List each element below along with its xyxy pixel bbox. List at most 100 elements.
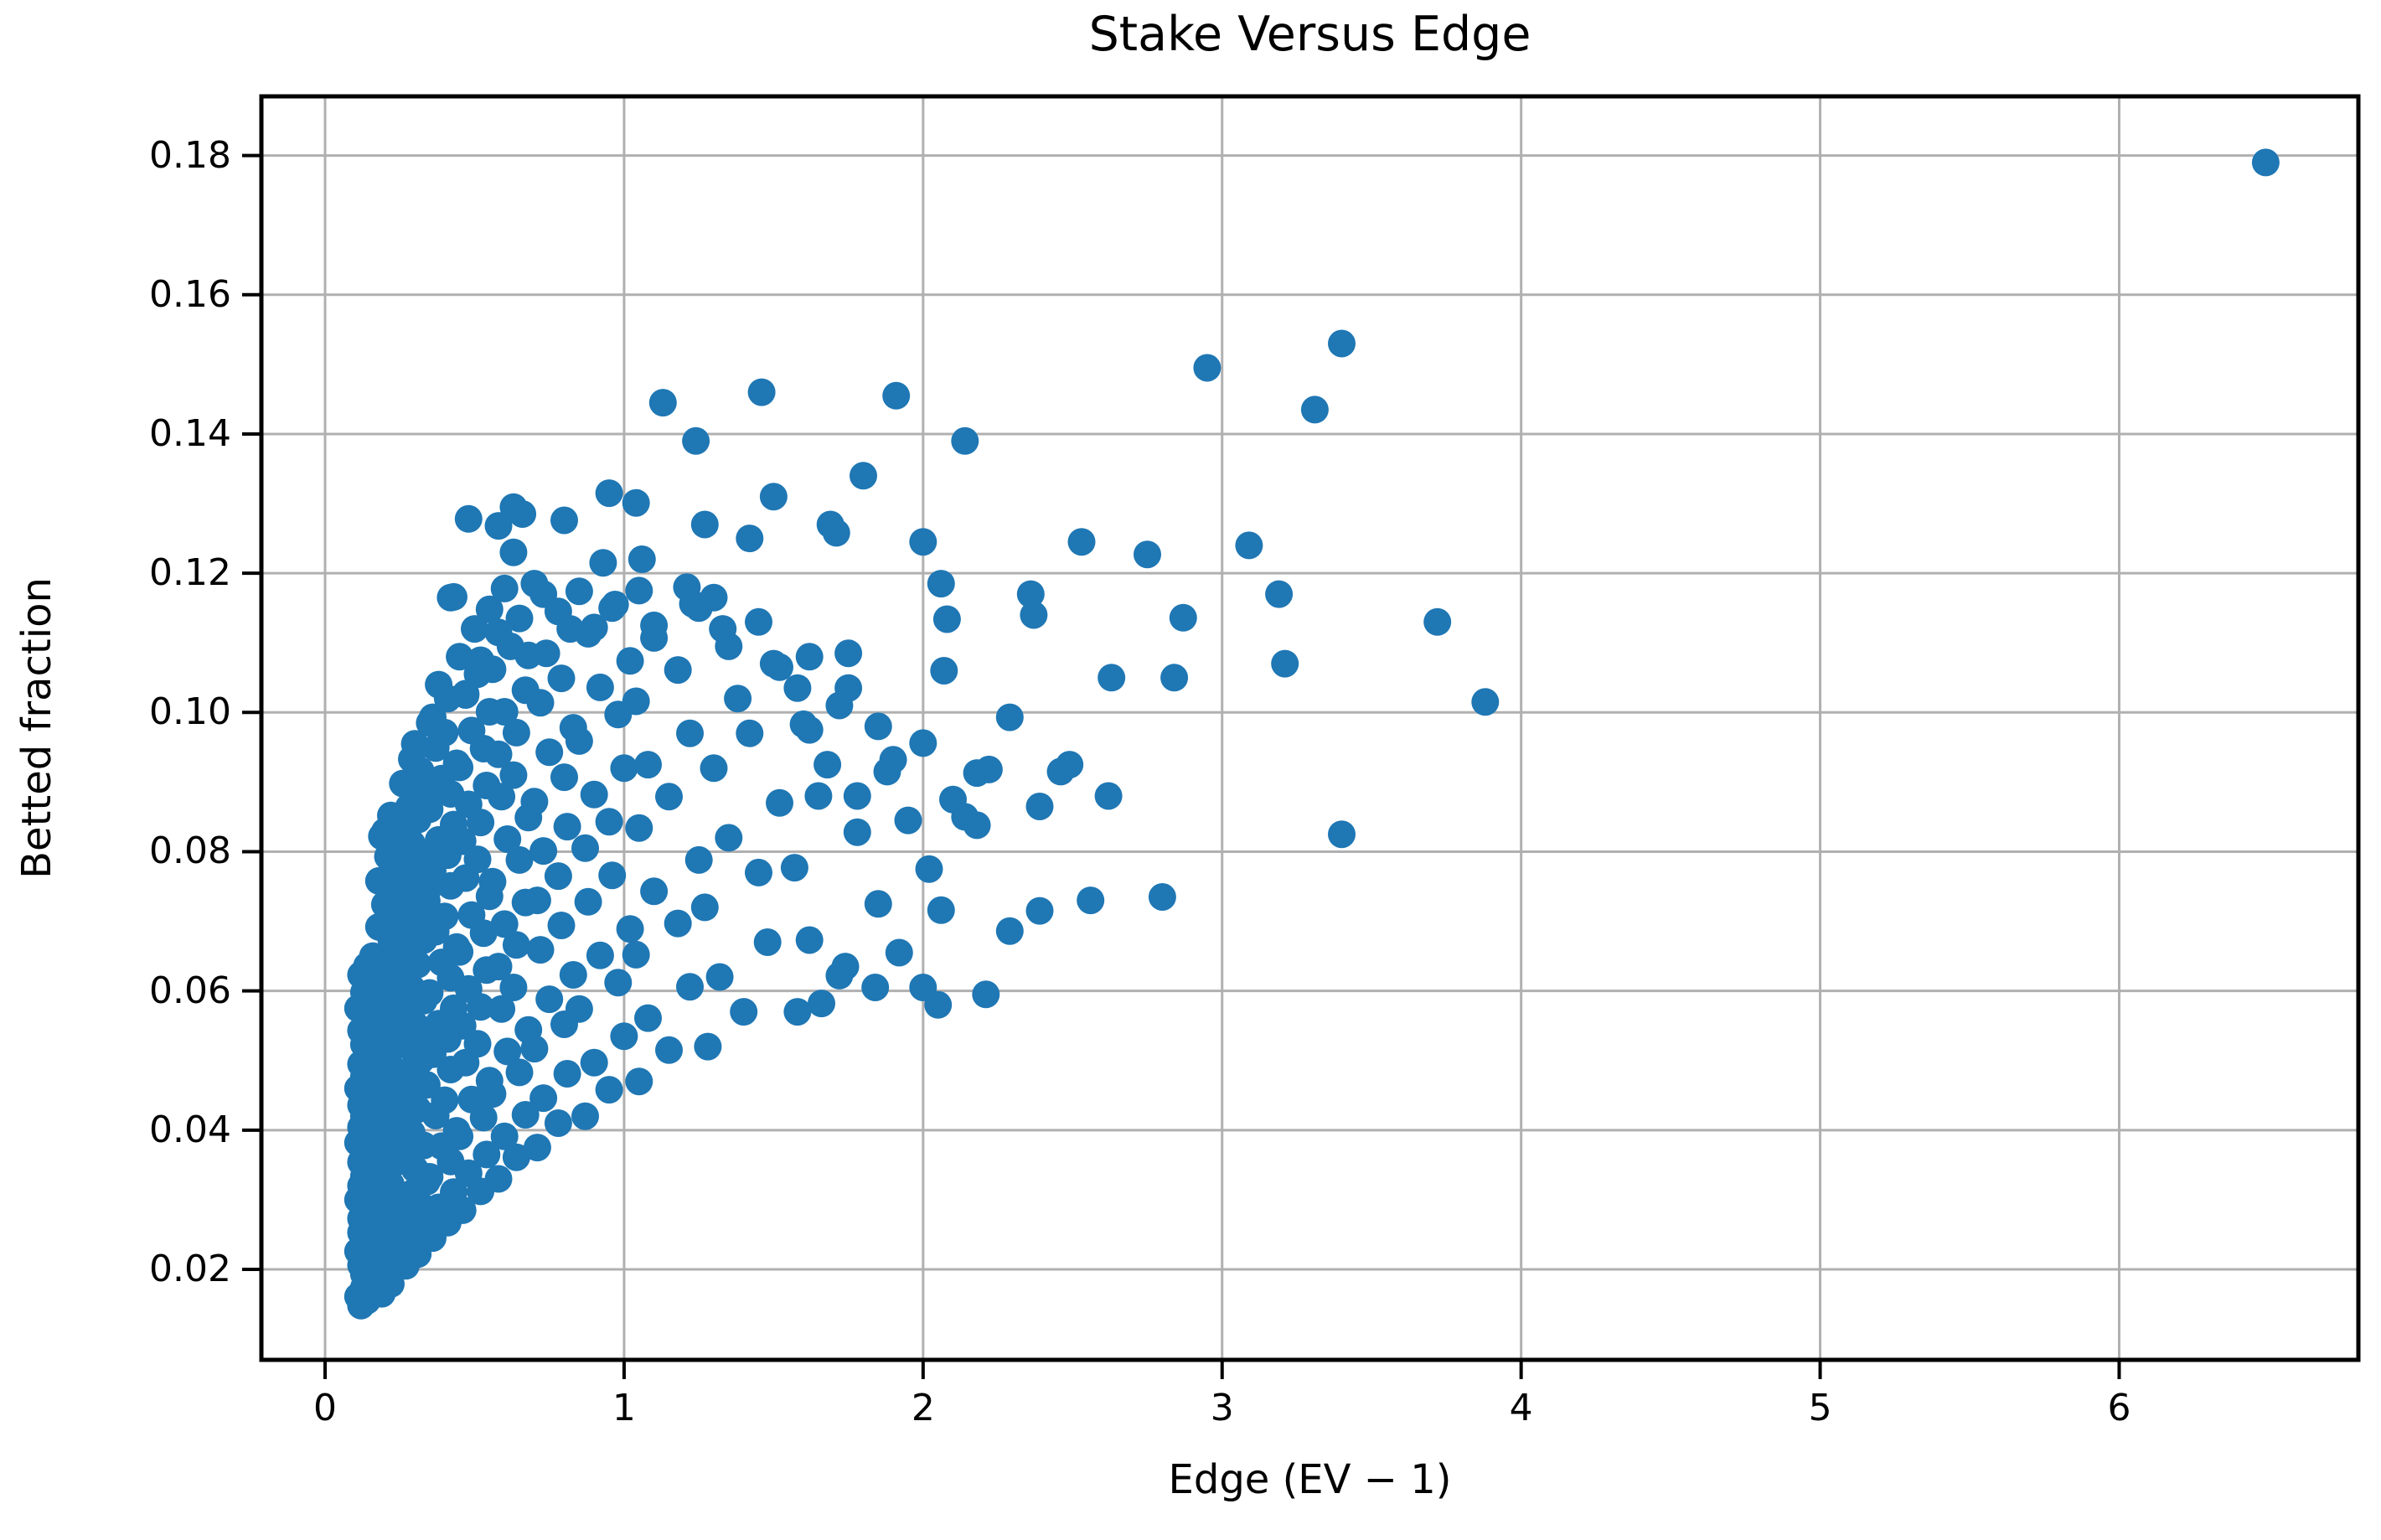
data-point: [502, 1143, 530, 1171]
x-tick-label: 2: [911, 1387, 935, 1429]
data-point: [595, 479, 623, 508]
data-point: [416, 979, 444, 1007]
data-point: [493, 1037, 522, 1066]
data-point: [535, 738, 564, 767]
data-point: [448, 827, 477, 855]
data-point: [625, 576, 653, 605]
x-tick-label: 0: [313, 1387, 338, 1429]
data-point: [690, 510, 719, 539]
data-point: [478, 867, 507, 896]
data-point: [930, 657, 958, 685]
data-point: [586, 673, 614, 701]
data-point: [736, 719, 764, 747]
data-point: [505, 845, 534, 874]
data-point: [724, 685, 752, 713]
data-point: [1193, 354, 1221, 382]
data-point: [461, 615, 488, 643]
x-tick-label: 5: [1808, 1387, 1832, 1429]
data-point: [496, 632, 524, 660]
data-point: [682, 426, 710, 455]
data-point: [834, 674, 863, 702]
data-point: [850, 462, 877, 490]
data-point: [715, 824, 743, 852]
data-point: [843, 782, 871, 810]
data-point: [412, 1071, 441, 1099]
data-point: [454, 1159, 483, 1187]
data-point: [532, 639, 560, 668]
data-point: [511, 1101, 540, 1129]
data-point: [565, 726, 593, 755]
data-point: [529, 837, 558, 866]
data-point: [1098, 664, 1126, 692]
data-point: [882, 381, 911, 410]
data-point: [909, 729, 937, 757]
data-point: [1077, 886, 1105, 915]
data-point: [544, 1109, 572, 1137]
data-point: [808, 990, 835, 1018]
data-point: [457, 1085, 486, 1114]
data-point: [1134, 540, 1161, 569]
y-tick-label: 0.08: [149, 829, 231, 873]
data-point: [550, 763, 578, 792]
data-point: [1265, 580, 1294, 608]
data-point: [822, 519, 850, 547]
data-point: [736, 525, 764, 553]
data-point: [535, 985, 564, 1014]
y-tick-label: 0.02: [149, 1247, 231, 1290]
x-tick-label: 4: [1509, 1387, 1533, 1429]
data-point: [454, 504, 483, 533]
x-axis-label: Edge (EV − 1): [1168, 1456, 1452, 1503]
data-point: [655, 783, 683, 811]
axes-frame: [259, 94, 2361, 1362]
data-point: [490, 698, 519, 726]
scatter-points: [343, 148, 2280, 1320]
y-tick-label: 0.06: [149, 969, 231, 1012]
data-point: [747, 378, 776, 406]
data-point: [1056, 751, 1084, 779]
data-point: [502, 931, 530, 959]
data-point: [574, 887, 602, 916]
data-point: [795, 643, 824, 671]
data-point: [640, 623, 669, 652]
data-point: [795, 926, 824, 954]
data-point: [676, 719, 704, 747]
data-point: [625, 1067, 653, 1096]
data-point: [448, 1196, 477, 1224]
data-point: [571, 1102, 599, 1130]
data-point: [825, 961, 854, 990]
data-point: [490, 1122, 519, 1150]
chart-title: Stake Versus Edge: [1088, 7, 1531, 62]
data-point: [909, 528, 937, 556]
data-point: [610, 754, 638, 783]
data-point: [861, 974, 890, 1001]
data-point: [490, 574, 519, 602]
data-point: [544, 862, 572, 891]
data-point: [1067, 528, 1096, 556]
data-point: [520, 788, 549, 816]
data-point: [1423, 607, 1452, 636]
data-point: [951, 426, 979, 455]
data-point: [412, 887, 441, 915]
data-point: [700, 754, 728, 783]
data-point: [1160, 664, 1189, 692]
data-point: [565, 995, 593, 1023]
data-point: [595, 808, 623, 836]
data-point: [1148, 883, 1176, 911]
data-point: [529, 1084, 558, 1113]
data-point: [625, 814, 653, 842]
data-point: [834, 639, 863, 668]
data-point: [1300, 395, 1329, 424]
data-point: [509, 500, 537, 528]
data-point: [446, 753, 474, 782]
data-point: [499, 761, 528, 789]
data-point: [580, 1048, 608, 1077]
data-point: [436, 583, 465, 612]
y-tick-label: 0.14: [149, 411, 231, 455]
data-point: [1471, 688, 1500, 716]
data-point: [684, 594, 713, 623]
data-point: [473, 1140, 501, 1169]
data-point: [927, 896, 955, 924]
x-tick-label: 3: [1210, 1387, 1234, 1429]
data-point: [499, 538, 528, 566]
